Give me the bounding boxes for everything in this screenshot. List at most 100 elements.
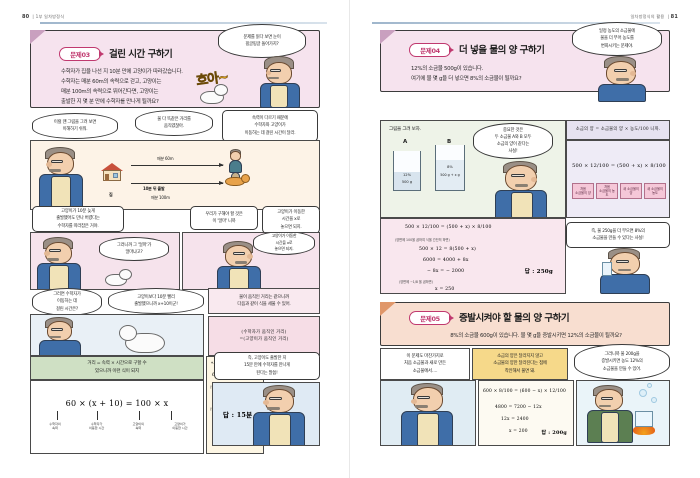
bubble-how-much: 그러니까 그 '얼마'가 얼마냐고? bbox=[99, 237, 169, 261]
left-header-rule bbox=[40, 22, 327, 24]
character-mathematician-pointing bbox=[37, 147, 89, 209]
draw-hint-label: 그림을 그려 보자. bbox=[389, 127, 421, 132]
character-mathematician-p5 bbox=[401, 383, 459, 445]
problem-04-badge-label: 문제04 bbox=[420, 47, 440, 55]
right-running-head: 일차방정식의 활용 | 81 bbox=[630, 14, 678, 20]
flame-icon bbox=[633, 425, 655, 435]
cat-arrow bbox=[131, 180, 224, 185]
nose bbox=[44, 251, 50, 256]
beaker-a-name: A bbox=[403, 139, 408, 145]
formula-label-3: 새 소금물의 양 bbox=[620, 183, 642, 199]
problem-04-body-line-2: 여기에 물 몇 g을 더 넣으면 8%의 소금물이 될까요? bbox=[411, 76, 522, 82]
formula-label-2: 처음 소금물의 농도 bbox=[596, 183, 618, 199]
badge-arrow-icon bbox=[99, 51, 104, 57]
left-page-number: 80 bbox=[22, 14, 30, 20]
work-line-2: (양변에 100을 곱하여 식을 간단히 하면) bbox=[395, 238, 450, 242]
glasses-icon bbox=[51, 328, 63, 331]
bubble-cat-caught-up: 고양이가 10분 늦게 출발했어도 만나 버렸다는 수학자를 따라잡은 거야. bbox=[32, 206, 124, 232]
glasses-icon bbox=[614, 69, 627, 72]
torso bbox=[39, 340, 81, 355]
evaporation-beaker bbox=[635, 411, 653, 427]
nose bbox=[247, 254, 253, 259]
beaker-b-percent: 8% bbox=[447, 165, 453, 169]
problem-04-body: 12%의 소금물 500g이 있습니다. 여기에 물 몇 g을 더 넣으면 8%… bbox=[411, 64, 641, 84]
bubble-we-need-find: 우리가 구해야 할 것은 이 '얼마' 니까 bbox=[190, 206, 258, 230]
house-label: 집 bbox=[109, 192, 113, 197]
torso bbox=[598, 84, 646, 102]
character-mathematician-mid bbox=[37, 317, 85, 355]
house-body bbox=[103, 170, 121, 181]
left-running-head: 80 | 1부 일차방정식 bbox=[22, 14, 65, 20]
house-window bbox=[113, 173, 118, 178]
dog-head bbox=[119, 269, 132, 280]
formula-label-row: 처음 소금물의 양 처음 소금물의 농도 새 소금물의 양 새 소금물의 농도 bbox=[572, 183, 666, 199]
dog-mid bbox=[119, 323, 179, 355]
evaporation-scene-panel bbox=[576, 380, 670, 446]
main-equation: 60 × (x + 10) = 100 × x bbox=[65, 399, 169, 408]
steam-bubble-1 bbox=[639, 389, 647, 397]
walker-arrow bbox=[131, 162, 224, 167]
glasses-icon bbox=[601, 397, 613, 400]
glasses-icon bbox=[49, 249, 61, 252]
answer-p5: 답 : 200g bbox=[541, 430, 567, 436]
badge-arrow-icon bbox=[449, 47, 454, 53]
formula-p4: 500 × 12/100 = (500 + x) × 8/100 bbox=[572, 163, 666, 169]
shirt bbox=[601, 412, 619, 443]
glasses-icon bbox=[51, 160, 63, 163]
beaker-b: 8% 500 g + x g bbox=[435, 145, 465, 191]
equation-tick-marks bbox=[53, 411, 183, 421]
right-page-number: 81 bbox=[670, 14, 678, 20]
character-mathematician-left bbox=[35, 237, 87, 289]
right-running-head-text: 일차방정식의 활용 bbox=[630, 14, 665, 19]
bubble-p5-right: 그러니까 물 200g을 증발시키면 농도 12%의 소금물을 만들 수 있어. bbox=[574, 344, 670, 380]
problem-04-badge: 문제04 bbox=[409, 43, 454, 57]
problem-05-banner: 문제05 증발시켜야 할 물의 양 구하기 8%의 소금물 600g이 있습니다… bbox=[380, 302, 670, 346]
nose bbox=[263, 400, 269, 405]
answer-panel: 답 : 15분 bbox=[212, 382, 320, 446]
glasses-icon bbox=[233, 252, 245, 255]
nose bbox=[630, 71, 636, 76]
work-line-5: − 8x = − 2000 bbox=[427, 269, 465, 274]
problem-05-title: 증발시켜야 할 물의 양 구하기 bbox=[459, 313, 570, 324]
moustache bbox=[47, 258, 59, 261]
moustache bbox=[616, 78, 629, 81]
eq-label-2: 수학자가 이동한 시간 bbox=[89, 422, 105, 431]
work-line-3: 500 × 12 = 8(500 + x) bbox=[419, 247, 476, 252]
shirt bbox=[269, 414, 291, 445]
badge-arrow-icon bbox=[449, 315, 454, 321]
moustache bbox=[49, 336, 61, 339]
beaker-b-name: B bbox=[447, 139, 452, 145]
shirt bbox=[417, 413, 439, 445]
bubble-different-speed: 속력이 다르기 때문에 수학자와 고양이가 이동하는 데 걸린 시간이 달라. bbox=[222, 110, 318, 142]
bubble-conclusion: 즉, 고양이도 출발한 지 15분 만에 수학자를 만나게 된다는 말씀! bbox=[214, 352, 320, 380]
left-page: 80 | 1부 일차방정식 문제03 걸린 시간 구하기 수학자가 집을 나선 … bbox=[22, 0, 350, 478]
relation-line-2: =(고양이가 움직인 거리) bbox=[239, 337, 289, 342]
cat-icon bbox=[225, 174, 251, 188]
moustache bbox=[515, 184, 528, 187]
bubble-cat-time-x: 고양이가 이동한 시간을 x로 놓으면 되지. bbox=[253, 233, 315, 255]
shirt bbox=[49, 265, 69, 289]
character-mathematician-right bbox=[215, 241, 267, 289]
dog-head bbox=[214, 84, 228, 96]
formula-label-4: 새 소금물의 농도 bbox=[644, 183, 666, 199]
bubble-same-distance: 물 다 똑같은 거리를 움직였잖아. bbox=[135, 110, 213, 136]
note-p5-yellow: 소금의 양은 달라지지 않고 소금물의 양만 달라진다는 점에 착안해서 풀면 … bbox=[472, 348, 568, 380]
eq-label-4: 고양이가 이동한 시간 bbox=[172, 422, 188, 431]
glasses-icon bbox=[269, 397, 282, 400]
character-boiling bbox=[585, 385, 637, 443]
work-p5-line-2: 4800 = 7200 − 12x bbox=[495, 405, 542, 410]
work-p5-line-3: 12x = 2400 bbox=[501, 417, 529, 422]
glasses-icon bbox=[511, 174, 525, 177]
right-header-rule bbox=[372, 22, 660, 24]
problem-03-body: 수학자가 집을 나선 지 10분 만에 고양이가 따라갔습니다. 수학자는 매분… bbox=[61, 67, 291, 107]
left-running-head-text: 1부 일차방정식 bbox=[35, 14, 65, 19]
problem-04-title: 더 넣을 물의 양 구하기 bbox=[459, 45, 545, 56]
shirt bbox=[511, 192, 533, 217]
distance-formula-hint: 거리 = 속력 × 시간으로 구할 수 있으니까 이런 식이 되지 bbox=[30, 356, 204, 380]
bubble-top-right: 문제를 읽다 보면 눈이 핑글핑글 돌아가지? bbox=[218, 24, 306, 58]
eq-label-1: 수학자의 속력 bbox=[49, 422, 61, 431]
dog-head bbox=[119, 325, 137, 341]
relation-box: (수학자가 움직인 거리) =(고양이가 움직인 거리) bbox=[208, 316, 320, 356]
character-mathematician-beaker bbox=[493, 161, 551, 217]
